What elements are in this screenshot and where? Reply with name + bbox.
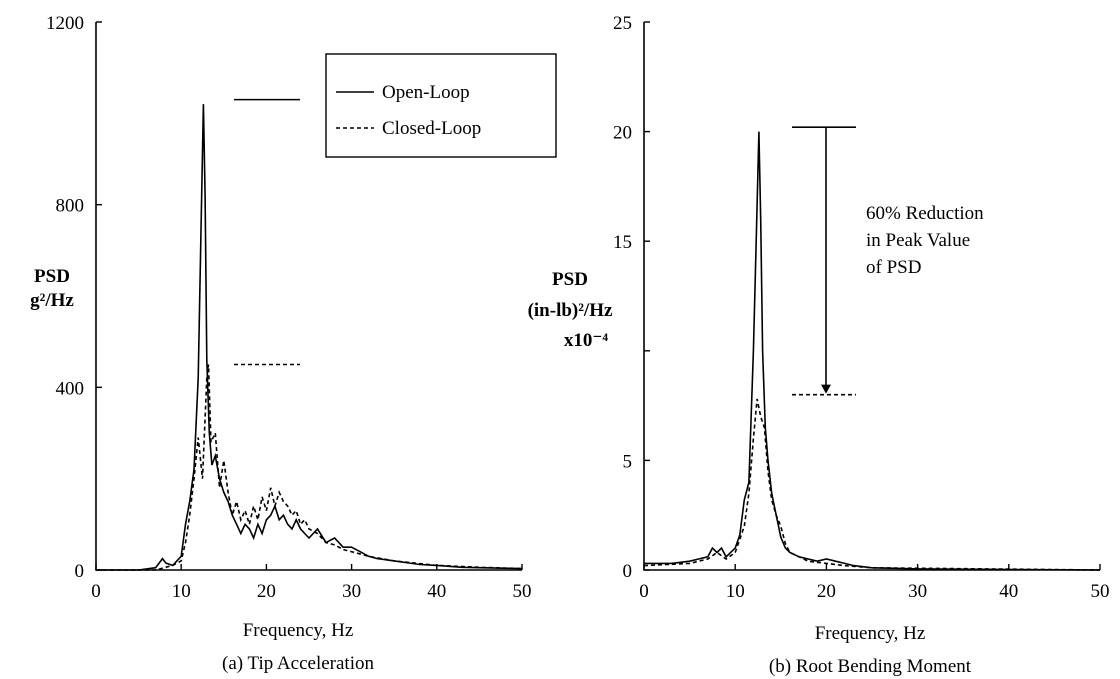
panel-a-xlabel: Frequency, Hz <box>243 620 354 641</box>
x-tick-label-10: 10 <box>172 581 191 602</box>
y-tick-label-5: 5 <box>623 451 633 472</box>
series-closed-loop <box>96 364 523 571</box>
panel-root-bending-moment: 0 10 20 30 40 50 0 5 15 20 25 PSD (in-lb)²/Hz x10⁻… <box>528 13 1110 677</box>
x-tick-label-50: 50 <box>1091 581 1110 602</box>
y-tick-label-800: 800 <box>56 196 85 217</box>
panel-b-series <box>643 131 1101 571</box>
reduction-annotation: 60% Reduction in Peak Value of PSD <box>821 127 984 394</box>
panel-b-ylabel-line-3: x10⁻⁴ <box>564 330 609 351</box>
legend-box <box>325 53 557 158</box>
panel-b-axes <box>643 22 1100 571</box>
panel-a-series <box>96 104 523 571</box>
x-tick-label-40: 40 <box>427 581 446 602</box>
annotation-line-3: of PSD <box>866 257 921 278</box>
legend-closed-loop-label: Closed-Loop <box>382 118 481 139</box>
x-tick-label-0: 0 <box>91 581 101 602</box>
x-tick-label-30: 30 <box>908 581 927 602</box>
panel-b-xlabel: Frequency, Hz <box>815 623 926 644</box>
x-tick-label-10: 10 <box>726 581 745 602</box>
annotation-line-1: 60% Reduction <box>866 203 984 224</box>
panel-a-caption: (a) Tip Acceleration <box>222 653 374 674</box>
x-tick-label-20: 20 <box>817 581 836 602</box>
panel-a-ylabel-line-2: g²/Hz <box>30 290 74 311</box>
panel-b-caption: (b) Root Bending Moment <box>769 656 972 677</box>
panel-a-ylabel-line-1: PSD <box>34 266 70 287</box>
reduction-arrow-head <box>821 384 831 394</box>
x-tick-label-50: 50 <box>513 581 532 602</box>
y-tick-label-400: 400 <box>56 378 85 399</box>
panel-a-peak-markers <box>234 98 300 366</box>
legend-open-loop-label: Open-Loop <box>382 82 470 103</box>
series-open-loop <box>96 104 523 571</box>
x-tick-label-0: 0 <box>639 581 649 602</box>
panel-b-ticks: 0 10 20 30 40 50 0 5 15 20 25 <box>613 13 1110 602</box>
series-closed-loop <box>643 398 1101 571</box>
panel-tip-acceleration: 0 10 20 30 40 50 0 400 800 1200 PSD g²/Hz Frequen… <box>30 13 557 674</box>
y-tick-label-15: 15 <box>613 232 632 253</box>
panel-b-ylabel-line-2: (in-lb)²/Hz <box>528 300 613 321</box>
x-tick-label-30: 30 <box>342 581 361 602</box>
panel-a-ticks: 0 10 20 30 40 50 0 400 800 1200 <box>46 13 532 602</box>
y-tick-label-0: 0 <box>623 561 633 582</box>
legend: Open-Loop Closed-Loop <box>325 53 557 158</box>
y-tick-label-1200: 1200 <box>46 13 84 34</box>
panel-b-ylabel-line-1: PSD <box>552 269 588 290</box>
panel-b-peak-markers <box>792 126 856 396</box>
annotation-line-2: in Peak Value <box>866 230 970 251</box>
x-tick-label-20: 20 <box>257 581 276 602</box>
y-tick-label-20: 20 <box>613 123 632 144</box>
y-tick-label-0: 0 <box>75 561 85 582</box>
series-open-loop <box>644 131 1101 571</box>
x-tick-label-40: 40 <box>999 581 1018 602</box>
y-tick-label-25: 25 <box>613 13 632 34</box>
